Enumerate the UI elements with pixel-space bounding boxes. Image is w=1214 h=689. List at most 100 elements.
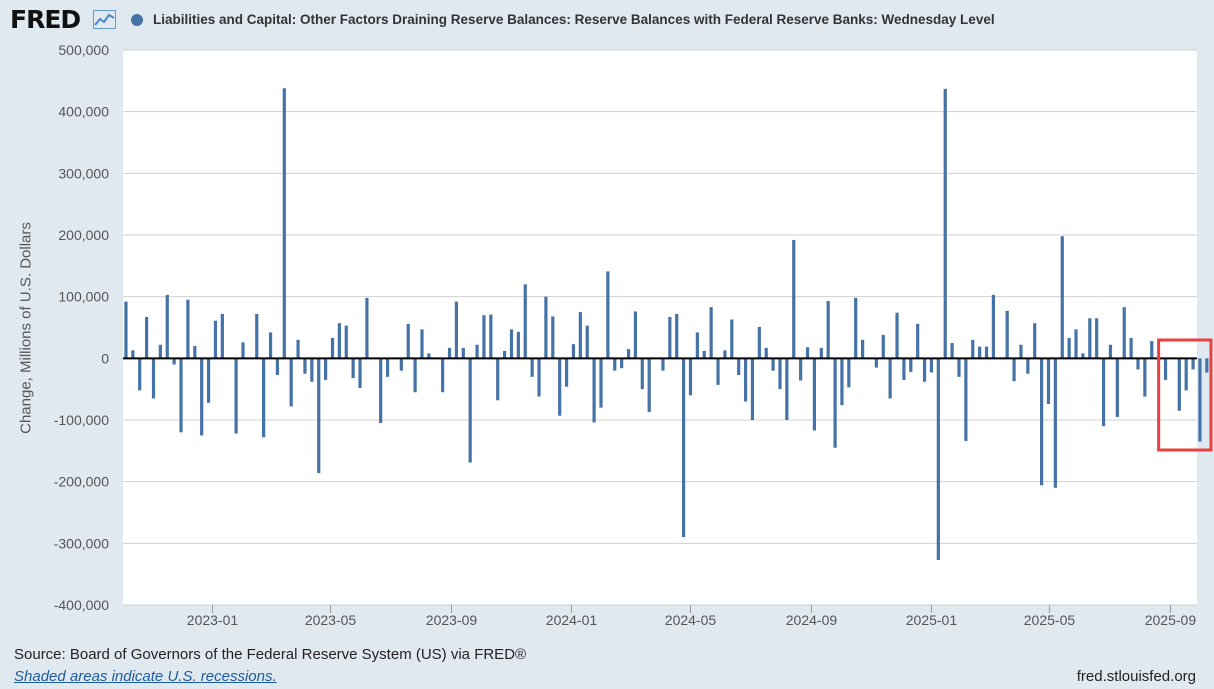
bar bbox=[571, 344, 576, 359]
bar bbox=[489, 314, 493, 359]
bar bbox=[365, 297, 369, 359]
bar bbox=[723, 350, 727, 359]
bar bbox=[599, 358, 603, 408]
bar bbox=[399, 358, 403, 371]
y-axis-tick-labels: 500,000 400,000 300,000 200,000 100,000 0 -100… bbox=[54, 42, 109, 613]
highlight-box bbox=[1157, 338, 1213, 452]
bar bbox=[1143, 358, 1147, 397]
bar bbox=[1046, 358, 1051, 404]
y-tick-label: 500,000 bbox=[58, 42, 109, 58]
bar bbox=[1129, 337, 1133, 359]
bar bbox=[957, 358, 961, 377]
bar bbox=[151, 358, 156, 399]
bar bbox=[743, 358, 748, 402]
y-axis-label: Change, Millions of U.S. Dollars bbox=[17, 222, 35, 434]
bar bbox=[406, 323, 410, 359]
chart-title: Liabilities and Capital: Other Factors D… bbox=[153, 12, 995, 27]
plot-background bbox=[123, 50, 1197, 605]
bar bbox=[324, 358, 328, 380]
bar bbox=[943, 88, 947, 359]
recession-note-link[interactable]: Shaded areas indicate U.S. recessions. bbox=[14, 668, 277, 685]
bar bbox=[206, 358, 211, 403]
bar bbox=[895, 312, 899, 359]
bar bbox=[124, 301, 128, 359]
bar bbox=[730, 319, 734, 359]
bar bbox=[351, 358, 355, 379]
bar bbox=[193, 346, 197, 359]
bar bbox=[1040, 358, 1044, 486]
bar bbox=[475, 344, 479, 359]
bar bbox=[771, 358, 775, 371]
bar bbox=[778, 358, 782, 390]
bar bbox=[282, 88, 286, 359]
bar bbox=[468, 358, 472, 463]
chart-area: 500,000 400,000 300,000 200,000 100,000 0 -100… bbox=[54, 42, 1213, 628]
bar bbox=[503, 350, 507, 359]
bar bbox=[578, 312, 582, 359]
bar bbox=[158, 344, 162, 359]
bar bbox=[523, 284, 527, 359]
bar bbox=[234, 358, 238, 434]
bar bbox=[145, 317, 149, 359]
bar bbox=[275, 358, 280, 375]
bar bbox=[902, 358, 906, 380]
x-tick-label: 2023-09 bbox=[426, 612, 478, 628]
bar bbox=[1005, 310, 1009, 359]
bar bbox=[709, 307, 713, 359]
bar bbox=[922, 358, 927, 382]
bar bbox=[138, 358, 142, 391]
bar bbox=[799, 358, 803, 381]
bar bbox=[702, 350, 706, 359]
bar bbox=[317, 358, 321, 474]
bar bbox=[785, 358, 789, 420]
bar bbox=[1012, 358, 1016, 382]
y-tick-label: 300,000 bbox=[58, 165, 109, 181]
x-tick-label: 2025-01 bbox=[906, 612, 958, 628]
bar bbox=[1088, 318, 1092, 359]
bar bbox=[296, 339, 300, 359]
bar bbox=[509, 329, 514, 359]
bar bbox=[757, 326, 761, 359]
bar bbox=[991, 294, 996, 359]
bar bbox=[1122, 307, 1126, 359]
y-tick-label: -400,000 bbox=[54, 597, 109, 613]
bar bbox=[1033, 323, 1037, 359]
bar bbox=[186, 299, 190, 359]
bar bbox=[413, 358, 417, 393]
bar bbox=[909, 358, 913, 372]
bar bbox=[971, 339, 975, 359]
x-tick-label: 2024-01 bbox=[546, 612, 598, 628]
bar bbox=[255, 313, 259, 359]
bar bbox=[385, 358, 390, 377]
bar bbox=[1108, 344, 1113, 359]
bar bbox=[441, 358, 445, 393]
bar bbox=[1136, 358, 1140, 370]
bar bbox=[620, 358, 624, 369]
bar bbox=[241, 342, 245, 359]
bar bbox=[695, 332, 699, 359]
fred-logo[interactable]: FRED bbox=[10, 5, 81, 34]
bar bbox=[482, 315, 486, 359]
bar bbox=[200, 358, 204, 436]
bar bbox=[551, 316, 555, 359]
x-tick-label: 2023-01 bbox=[187, 612, 239, 628]
bar bbox=[592, 358, 596, 423]
bar bbox=[854, 297, 858, 359]
bar bbox=[262, 358, 266, 438]
bar bbox=[716, 358, 720, 385]
bar bbox=[496, 358, 500, 401]
x-tick-label: 2023-05 bbox=[305, 612, 357, 628]
bar bbox=[1163, 358, 1168, 380]
bar bbox=[420, 329, 424, 359]
y-tick-label: -200,000 bbox=[54, 474, 109, 490]
bar bbox=[1053, 358, 1057, 488]
site-url[interactable]: fred.stlouisfed.org bbox=[1076, 668, 1196, 685]
bar bbox=[427, 353, 431, 359]
chart-header: FRED Liabilities and Capital: Other Fact… bbox=[0, 0, 1214, 40]
y-tick-label: 0 bbox=[101, 350, 109, 366]
bar bbox=[1026, 358, 1030, 374]
bar bbox=[358, 358, 362, 388]
x-axis-tick-labels: 2023-01 2023-05 2023-09 2024-01 2024-05 2024-… bbox=[187, 605, 1196, 628]
bar bbox=[516, 331, 520, 359]
y-tick-label: 400,000 bbox=[58, 104, 109, 120]
